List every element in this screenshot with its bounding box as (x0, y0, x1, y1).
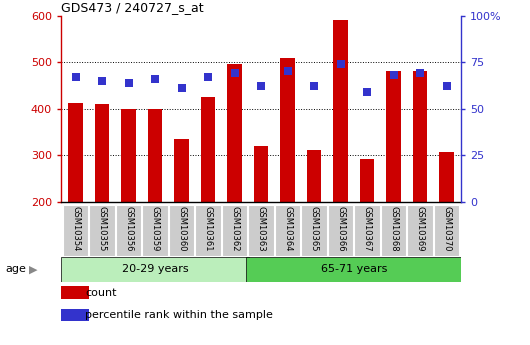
Text: GSM10366: GSM10366 (336, 206, 345, 251)
Text: GSM10354: GSM10354 (71, 206, 80, 251)
Text: GSM10365: GSM10365 (310, 206, 319, 251)
FancyBboxPatch shape (328, 205, 353, 256)
Bar (61, 286, 89, 299)
FancyBboxPatch shape (381, 205, 406, 256)
Point (257, 83, 266, 89)
FancyBboxPatch shape (301, 205, 326, 256)
Point (416, 70, 425, 76)
Bar (413, 71, 427, 202)
Text: GSM10370: GSM10370 (442, 206, 451, 251)
Text: GSM10368: GSM10368 (389, 206, 398, 251)
Text: ▶: ▶ (29, 265, 38, 274)
FancyBboxPatch shape (407, 205, 432, 256)
Bar (254, 146, 268, 202)
Bar (386, 71, 401, 202)
Bar (121, 109, 136, 202)
FancyBboxPatch shape (89, 205, 114, 256)
Point (98, 78, 106, 83)
Text: GSM10359: GSM10359 (151, 206, 160, 251)
Text: 20-29 years: 20-29 years (122, 265, 188, 274)
Point (204, 74, 213, 80)
Text: GSM10369: GSM10369 (416, 206, 425, 251)
FancyBboxPatch shape (195, 205, 221, 256)
FancyBboxPatch shape (116, 205, 141, 256)
Text: GSM10367: GSM10367 (363, 206, 372, 251)
Bar (201, 97, 215, 202)
Text: GSM10360: GSM10360 (177, 206, 186, 251)
Bar (439, 151, 454, 202)
FancyBboxPatch shape (63, 205, 88, 256)
Point (231, 70, 239, 76)
Text: GSM10363: GSM10363 (257, 206, 266, 251)
Point (151, 76, 160, 82)
Bar (227, 65, 242, 202)
Bar (148, 109, 162, 202)
FancyBboxPatch shape (169, 205, 194, 256)
Bar (68, 103, 83, 202)
FancyBboxPatch shape (142, 205, 167, 256)
Bar (280, 58, 295, 202)
Bar (61, 309, 89, 321)
Point (71, 74, 80, 80)
Text: count: count (85, 288, 117, 298)
Text: GSM10361: GSM10361 (204, 206, 213, 251)
Text: GSM10362: GSM10362 (230, 206, 239, 251)
Point (124, 80, 132, 85)
Text: GSM10355: GSM10355 (98, 206, 107, 251)
Bar (95, 104, 109, 202)
Point (178, 86, 186, 91)
FancyBboxPatch shape (246, 257, 461, 282)
Point (443, 83, 451, 89)
Point (337, 61, 345, 67)
Bar (333, 20, 348, 202)
Point (390, 72, 398, 78)
Text: GSM10356: GSM10356 (124, 206, 133, 251)
FancyBboxPatch shape (275, 205, 300, 256)
Text: percentile rank within the sample: percentile rank within the sample (85, 310, 273, 320)
Bar (360, 158, 374, 202)
Bar (174, 139, 189, 202)
FancyBboxPatch shape (248, 205, 273, 256)
Text: GDS473 / 240727_s_at: GDS473 / 240727_s_at (61, 1, 204, 14)
FancyBboxPatch shape (61, 257, 249, 282)
Point (310, 83, 318, 89)
FancyBboxPatch shape (222, 205, 247, 256)
FancyBboxPatch shape (434, 205, 459, 256)
Text: age: age (5, 265, 26, 274)
FancyBboxPatch shape (354, 205, 379, 256)
Bar (307, 150, 321, 202)
Text: 65-71 years: 65-71 years (321, 265, 387, 274)
Point (363, 89, 372, 95)
Point (284, 69, 292, 74)
Text: GSM10364: GSM10364 (283, 206, 292, 251)
